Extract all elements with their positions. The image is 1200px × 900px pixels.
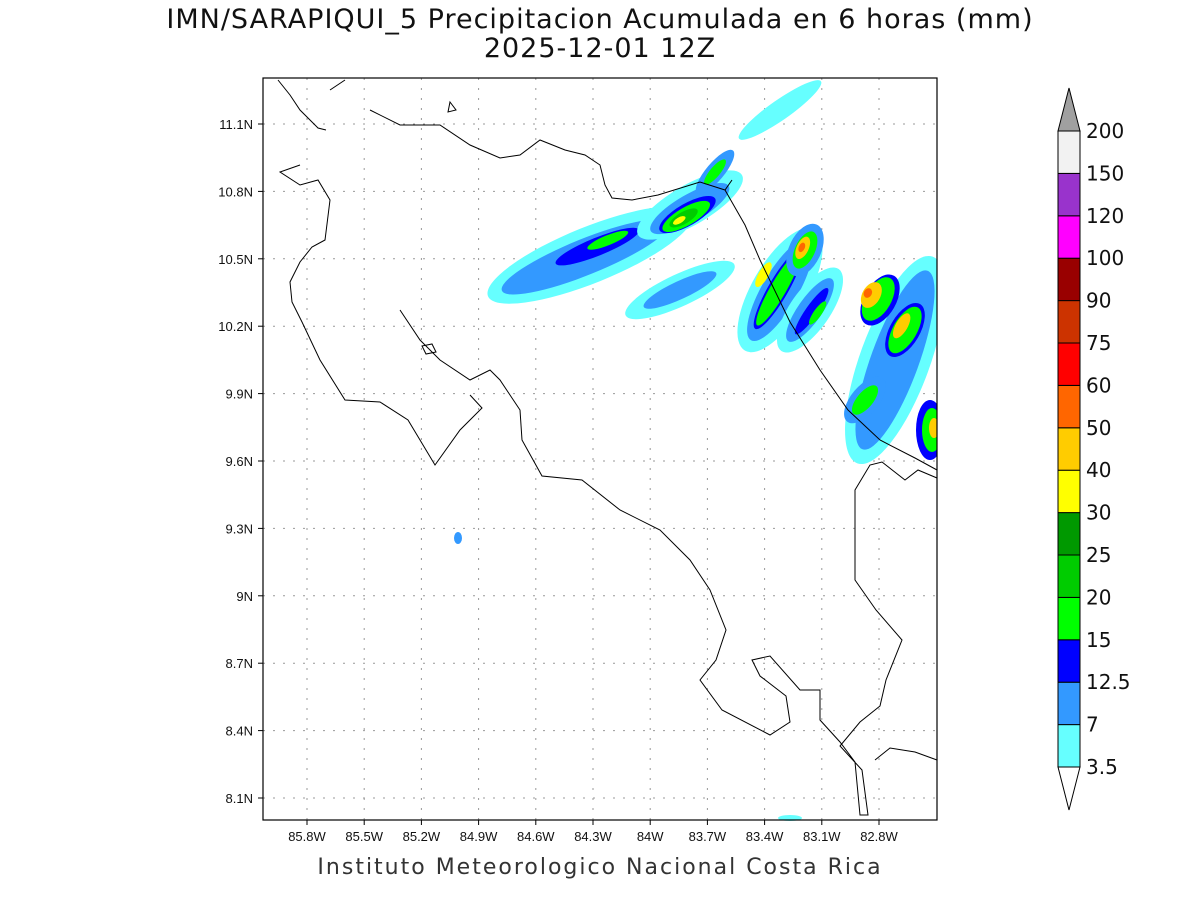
lat-tick-label: 10.5N [218, 252, 253, 267]
colorbar-bin [1057, 300, 1081, 344]
lon-tick-label: 83.1W [803, 829, 841, 844]
lon-tick-label: 85.8W [288, 829, 326, 844]
lon-tick-label: 82.8W [860, 829, 898, 844]
colorbar-bin [1057, 130, 1081, 174]
colorbar-bin [1057, 639, 1081, 683]
lat-tick-label: 8.1N [226, 791, 253, 806]
colorbar-label: 50 [1086, 416, 1111, 440]
lon-tick-label: 84.3W [574, 829, 612, 844]
colorbar-bin [1057, 554, 1081, 598]
lon-tick-label: 83.4W [746, 829, 784, 844]
colorbar-bin [1057, 427, 1081, 471]
colorbar-label: 25 [1086, 543, 1111, 567]
graticule [263, 78, 937, 820]
map-datetime: 2025-12-01 12Z [483, 33, 717, 64]
lat-tick-label: 9.9N [226, 387, 253, 402]
colorbar-below-arrow [1057, 766, 1081, 811]
colorbar-label: 7 [1086, 713, 1099, 737]
colorbar-bin [1057, 172, 1081, 217]
colorbar-bin [1057, 596, 1081, 641]
lon-tick-label: 84.6W [517, 829, 555, 844]
colorbar-label: 40 [1086, 458, 1111, 482]
lat-tick-label: 9.6N [226, 454, 253, 469]
lat-tick-label: 9N [236, 589, 253, 604]
colorbar-label: 60 [1086, 373, 1111, 397]
lat-tick-label: 9.3N [226, 521, 253, 536]
colorbar-label: 20 [1086, 585, 1111, 609]
colorbar-bin [1057, 724, 1081, 768]
lat-tick-label: 8.4N [226, 724, 253, 739]
lat-tick-label: 8.7N [226, 656, 253, 671]
colorbar-bin [1057, 215, 1081, 259]
colorbar-bin [1057, 257, 1081, 302]
colorbar-label: 100 [1086, 246, 1124, 270]
colorbar-bin [1057, 512, 1081, 556]
colorbar-label: 120 [1086, 204, 1124, 228]
colorbar-bin [1057, 681, 1081, 726]
lon-tick-label: 84.9W [460, 829, 498, 844]
colorbar-top-label: 200 [1086, 119, 1124, 143]
map-title: IMN/SARAPIQUI_5 Precipitacion Acumulada … [166, 4, 1034, 35]
colorbar-label: 30 [1086, 501, 1111, 525]
coastlines-and-borders [277, 79, 938, 816]
map-frame [262, 77, 938, 821]
colorbar-above-arrow [1057, 87, 1081, 132]
lon-tick-label: 85.2W [403, 829, 441, 844]
footer-credit: Instituto Meteorologico Nacional Costa R… [317, 855, 883, 880]
lon-tick-label: 83.7W [689, 829, 727, 844]
lat-tick-label: 10.2N [218, 319, 253, 334]
lat-tick-label: 10.8N [218, 184, 253, 199]
lat-tick-label: 11.1N [219, 117, 253, 132]
colorbar-label: 75 [1086, 331, 1111, 355]
colorbar-label: 150 [1086, 161, 1124, 185]
colorbar-label: 12.5 [1086, 670, 1131, 694]
colorbar-bin [1057, 342, 1081, 386]
lon-tick-label: 85.5W [345, 829, 383, 844]
colorbar-bin [1057, 384, 1081, 429]
colorbar: 3.5 7 12.5 15 20 25 30 40 50 60 75 90 100 120 150 200 [1057, 87, 1131, 811]
colorbar-label: 90 [1086, 289, 1111, 313]
colorbar-bin [1057, 469, 1081, 514]
colorbar-label: 3.5 [1086, 755, 1118, 779]
lon-tick-label: 84W [637, 829, 664, 844]
colorbar-label: 15 [1086, 628, 1111, 652]
